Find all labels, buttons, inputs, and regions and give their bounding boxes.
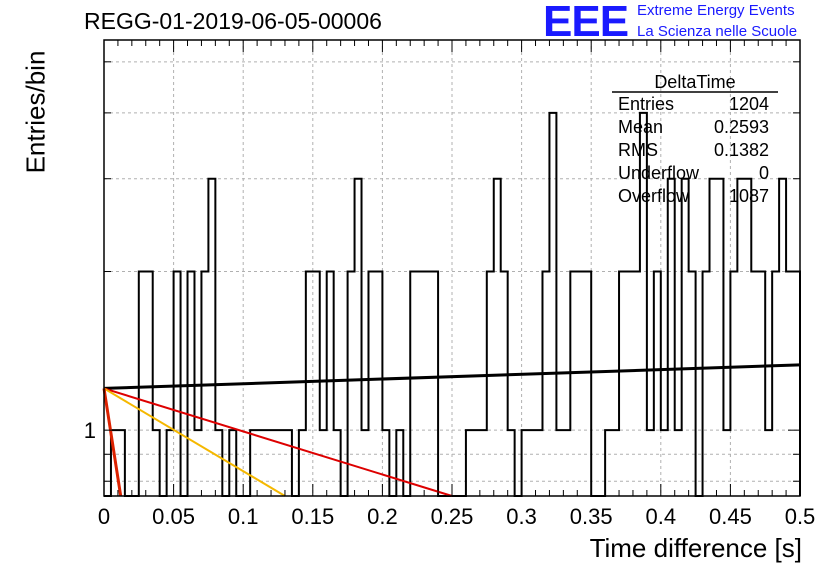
x-tick-label: 0.2: [367, 504, 398, 529]
fit-line-2: [103, 387, 453, 497]
stats-value: 0.1382: [714, 140, 769, 160]
logo-text-line-2: La Scienza nelle Scuole: [637, 23, 798, 40]
fit-line-3: [103, 387, 286, 497]
x-tick-label: 0.35: [570, 504, 613, 529]
fit-lines: [102, 363, 801, 497]
axes: 0 0.05 0.1 0.15 0.2 0.25 0.3 0.35 0.4 0.45 0.5 1: [84, 39, 816, 529]
x-tick-label: 0.3: [506, 504, 537, 529]
stats-value: 0.2593: [714, 117, 769, 137]
fit-line-4: [102, 388, 123, 497]
stats-label: Mean: [618, 117, 663, 137]
eee-logo-icon: EEE: [543, 0, 629, 46]
stats-title: DeltaTime: [654, 72, 735, 92]
stats-label: Underflow: [618, 163, 700, 183]
x-tick-label: 0.45: [709, 504, 752, 529]
x-tick-label: 0: [98, 504, 110, 529]
stats-value: 1087: [729, 186, 769, 206]
x-tick-label: 0.15: [291, 504, 334, 529]
x-tick-label: 0.5: [785, 504, 816, 529]
y-tick-label: 1: [84, 418, 96, 443]
stats-label: Entries: [618, 94, 674, 114]
x-tick-label: 0.05: [152, 504, 195, 529]
stats-value: 1204: [729, 94, 769, 114]
stats-label: RMS: [618, 140, 658, 160]
x-tick-label: 0.4: [646, 504, 677, 529]
stats-label: Overflow: [618, 186, 690, 206]
logo-text-line-1: Extreme Energy Events: [637, 2, 795, 19]
x-axis-label: Time difference [s]: [589, 533, 802, 563]
chart-title: REGG-01-2019-06-05-00006: [84, 8, 382, 34]
fit-line-1: [103, 363, 801, 390]
stats-value: 0: [759, 163, 769, 183]
x-tick-label: 0.1: [228, 504, 259, 529]
x-tick-label: 0.25: [431, 504, 474, 529]
